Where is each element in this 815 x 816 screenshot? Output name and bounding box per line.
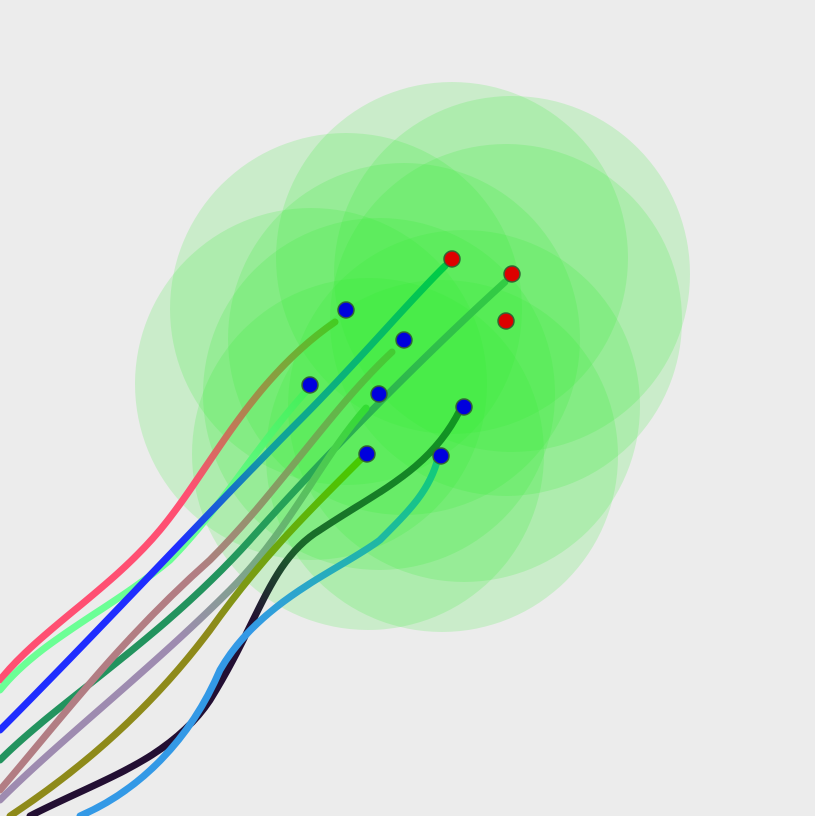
trail-line	[0, 278, 509, 764]
trail-line	[0, 318, 339, 684]
blue-node	[432, 447, 450, 465]
blue-node	[337, 301, 355, 319]
red-node	[503, 265, 521, 283]
blue-node	[301, 376, 319, 394]
trail-line	[0, 404, 370, 804]
node-group	[301, 250, 521, 465]
red-node	[497, 312, 515, 330]
blue-node	[370, 385, 388, 403]
trail-line	[6, 454, 366, 816]
blue-node	[358, 445, 376, 463]
red-node	[443, 250, 461, 268]
trail-line	[76, 454, 442, 816]
trail-line	[0, 262, 449, 734]
blue-node	[455, 398, 473, 416]
trail-line	[26, 406, 464, 816]
trail-line	[0, 348, 396, 794]
blue-node	[395, 331, 413, 349]
trail-group	[0, 262, 509, 816]
trail-line	[0, 381, 316, 694]
